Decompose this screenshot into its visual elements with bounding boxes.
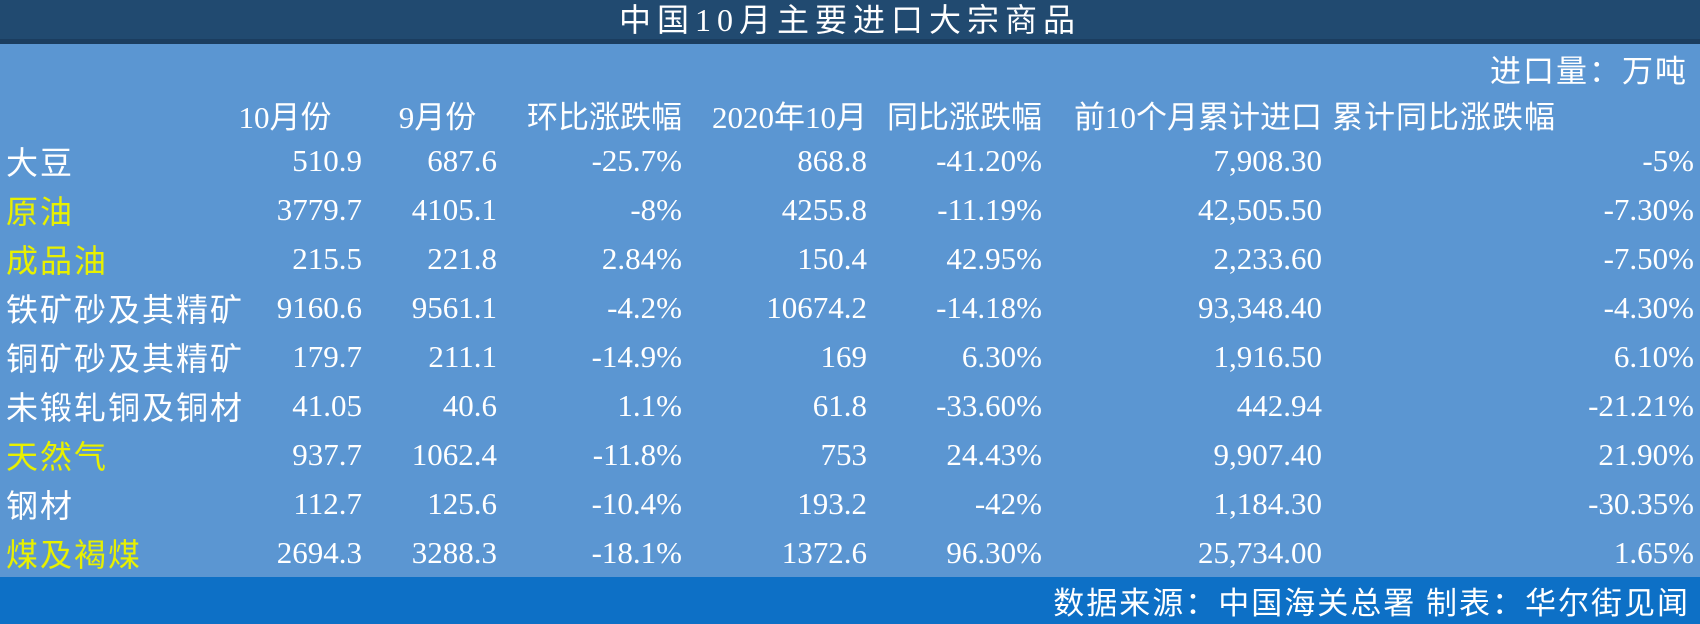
value-cell: 41.05 — [292, 387, 362, 423]
row-label: 煤及褐煤 — [6, 536, 143, 573]
value-cell: -41.20% — [936, 143, 1042, 179]
table-row-refined-oil: 成品油 215.5 221.8 2.84% 150.4 42.95% 2,233… — [0, 235, 1700, 284]
table-row-copper-ore: 铜矿砂及其精矿 179.7 211.1 -14.9% 169 6.30% 1,9… — [0, 333, 1700, 382]
value-cell: 2.84% — [601, 241, 682, 277]
value-cell: 40.6 — [442, 387, 497, 423]
value-cell: 4255.8 — [781, 192, 867, 228]
value-cell: 6.30% — [961, 338, 1042, 374]
value-cell: 125.6 — [427, 485, 497, 521]
value-cell: -5% — [1642, 143, 1694, 179]
commodities-table: 10月份 9月份 环比涨跌幅 2020年10月 同比涨跌幅 前10个月累计进口 … — [0, 92, 1700, 577]
value-cell: 442.94 — [1236, 387, 1322, 423]
value-cell: 42.95% — [946, 241, 1042, 277]
column-header-september: 9月份 — [398, 100, 477, 135]
row-label: 大豆 — [6, 145, 75, 182]
value-cell: -7.30% — [1603, 192, 1694, 228]
column-header-cumulative-import: 前10个月累计进口 — [1074, 100, 1322, 135]
value-cell: 753 — [820, 436, 868, 472]
value-cell: -4.30% — [1603, 290, 1694, 326]
column-header-yoy-change: 同比涨跌幅 — [887, 100, 1042, 135]
value-cell: 193.2 — [797, 485, 867, 521]
column-header-label — [0, 92, 200, 137]
value-cell: 4105.1 — [411, 192, 497, 228]
value-cell: 687.6 — [427, 143, 497, 179]
value-cell: 937.7 — [292, 436, 362, 472]
value-cell: 215.5 — [292, 241, 362, 277]
table-row-natural-gas: 天然气 937.7 1062.4 -11.8% 753 24.43% 9,907… — [0, 430, 1700, 479]
value-cell: -11.8% — [592, 436, 682, 472]
row-label: 原油 — [6, 194, 75, 231]
value-cell: 25,734.00 — [1198, 534, 1322, 570]
value-cell: 150.4 — [797, 241, 867, 277]
value-cell: -8% — [630, 192, 682, 228]
value-cell: 9561.1 — [411, 290, 497, 326]
source-note: 数据来源：中国海关总署 制表：华尔街见闻 — [1053, 586, 1690, 621]
column-header-oct-2020: 2020年10月 — [712, 100, 867, 135]
row-label: 未锻轧铜及铜材 — [6, 389, 245, 426]
table-row-coal: 煤及褐煤 2694.3 3288.3 -18.1% 1372.6 96.30% … — [0, 528, 1700, 577]
value-cell: 1.65% — [1613, 534, 1694, 570]
row-label: 铜矿砂及其精矿 — [6, 340, 245, 377]
value-cell: 42,505.50 — [1198, 192, 1322, 228]
value-cell: 179.7 — [292, 338, 362, 374]
value-cell: 2694.3 — [276, 534, 362, 570]
value-cell: 3779.7 — [276, 192, 362, 228]
value-cell: -30.35% — [1588, 485, 1694, 521]
value-cell: 211.1 — [428, 338, 497, 374]
table-row-unwrought-copper: 未锻轧铜及铜材 41.05 40.6 1.1% 61.8 -33.60% 442… — [0, 381, 1700, 430]
value-cell: 61.8 — [812, 387, 867, 423]
value-cell: 169 — [820, 338, 868, 374]
table-row-soybean: 大豆 510.9 687.6 -25.7% 868.8 -41.20% 7,90… — [0, 137, 1700, 186]
value-cell: -7.50% — [1603, 241, 1694, 277]
title-bar: 中国10月主要进口大宗商品 — [0, 0, 1700, 44]
value-cell: 9160.6 — [276, 290, 362, 326]
unit-note-row: 进口量：万吨 — [0, 44, 1700, 92]
value-cell: 21.90% — [1598, 436, 1694, 472]
value-cell: -14.18% — [936, 290, 1042, 326]
header-row: 10月份 9月份 环比涨跌幅 2020年10月 同比涨跌幅 前10个月累计进口 … — [0, 92, 1700, 137]
value-cell: -21.21% — [1588, 387, 1694, 423]
footer-bar: 数据来源：中国海关总署 制表：华尔街见闻 — [0, 577, 1700, 624]
row-label: 铁矿砂及其精矿 — [6, 292, 245, 329]
value-cell: 868.8 — [797, 143, 867, 179]
value-cell: 6.10% — [1613, 338, 1694, 374]
value-cell: -11.19% — [937, 192, 1042, 228]
row-label: 成品油 — [6, 243, 109, 280]
column-header-mom-change: 环比涨跌幅 — [527, 100, 682, 135]
value-cell: 2,233.60 — [1213, 241, 1323, 277]
value-cell: -18.1% — [591, 534, 682, 570]
value-cell: -25.7% — [591, 143, 682, 179]
value-cell: 24.43% — [946, 436, 1042, 472]
value-cell: -42% — [974, 485, 1042, 521]
value-cell: 510.9 — [292, 143, 362, 179]
value-cell: 1,916.50 — [1213, 338, 1323, 374]
value-cell: 112.7 — [293, 485, 362, 521]
value-cell: 1372.6 — [781, 534, 867, 570]
page-title: 中国10月主要进口大宗商品 — [618, 2, 1081, 38]
table-row-crude-oil: 原油 3779.7 4105.1 -8% 4255.8 -11.19% 42,5… — [0, 186, 1700, 235]
row-label: 天然气 — [6, 438, 109, 475]
value-cell: 3288.3 — [411, 534, 497, 570]
value-cell: 221.8 — [427, 241, 497, 277]
row-label: 钢材 — [6, 487, 75, 524]
table-row-iron-ore: 铁矿砂及其精矿 9160.6 9561.1 -4.2% 10674.2 -14.… — [0, 284, 1700, 333]
value-cell: 10674.2 — [766, 290, 867, 326]
value-cell: 1.1% — [617, 387, 682, 423]
value-cell: 1062.4 — [411, 436, 497, 472]
value-cell: 7,908.30 — [1213, 143, 1323, 179]
value-cell: 96.30% — [946, 534, 1042, 570]
column-header-cumulative-yoy: 累计同比涨跌幅 — [1332, 100, 1556, 135]
table-container: 10月份 9月份 环比涨跌幅 2020年10月 同比涨跌幅 前10个月累计进口 … — [0, 92, 1700, 577]
table-row-steel: 钢材 112.7 125.6 -10.4% 193.2 -42% 1,184.3… — [0, 479, 1700, 528]
column-header-october: 10月份 — [238, 100, 332, 135]
value-cell: -4.2% — [607, 290, 682, 326]
value-cell: 93,348.40 — [1198, 290, 1322, 326]
value-cell: -14.9% — [591, 338, 682, 374]
value-cell: 1,184.30 — [1213, 485, 1323, 521]
value-cell: 9,907.40 — [1213, 436, 1323, 472]
unit-note: 进口量：万吨 — [1490, 53, 1688, 89]
value-cell: -33.60% — [936, 387, 1042, 423]
value-cell: -10.4% — [591, 485, 682, 521]
